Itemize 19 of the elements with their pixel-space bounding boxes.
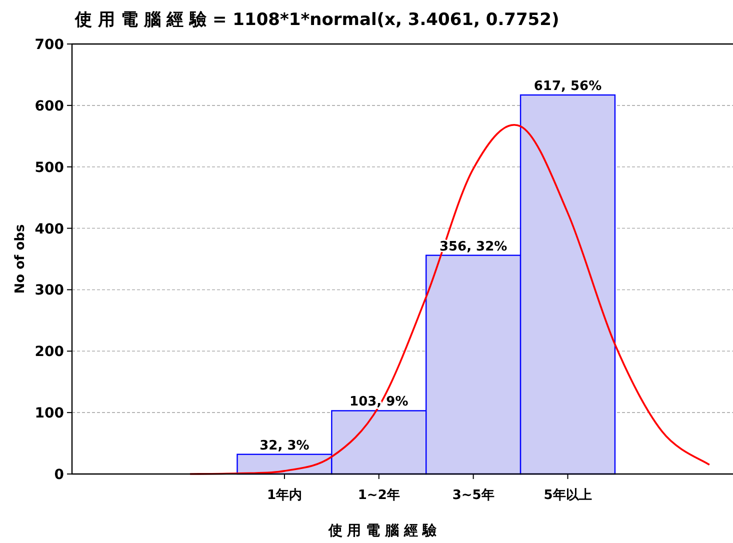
y-tick-label: 700 xyxy=(34,37,64,53)
x-tick-label: 1年内 xyxy=(266,488,302,503)
chart-title: 使 用 電 腦 經 驗 = 1108*1*normal(x, 3.4061, 0.7752) xyxy=(74,10,560,30)
line-series xyxy=(189,124,710,475)
y-tick-label: 200 xyxy=(34,344,64,360)
y-tick-label: 500 xyxy=(34,160,64,176)
x-tick-label: 1~2年 xyxy=(358,488,400,503)
data-label: 617, 56% xyxy=(534,78,602,94)
data-label: 103, 9% xyxy=(350,394,408,410)
x-tick-label: 5年以上 xyxy=(544,488,592,503)
y-tick-label: 100 xyxy=(34,406,64,422)
x-axis-title: 使 用 電 腦 經 驗 xyxy=(327,523,438,539)
y-tick-label: 300 xyxy=(34,282,64,299)
y-axis-title: No of obs xyxy=(13,224,28,294)
data-label: 32, 3% xyxy=(260,438,310,454)
y-tick-label: 600 xyxy=(34,98,64,114)
y-tick-label: 400 xyxy=(34,221,64,238)
x-tick-label: 3~5年 xyxy=(452,488,494,503)
y-tick-label: 0 xyxy=(54,467,64,483)
